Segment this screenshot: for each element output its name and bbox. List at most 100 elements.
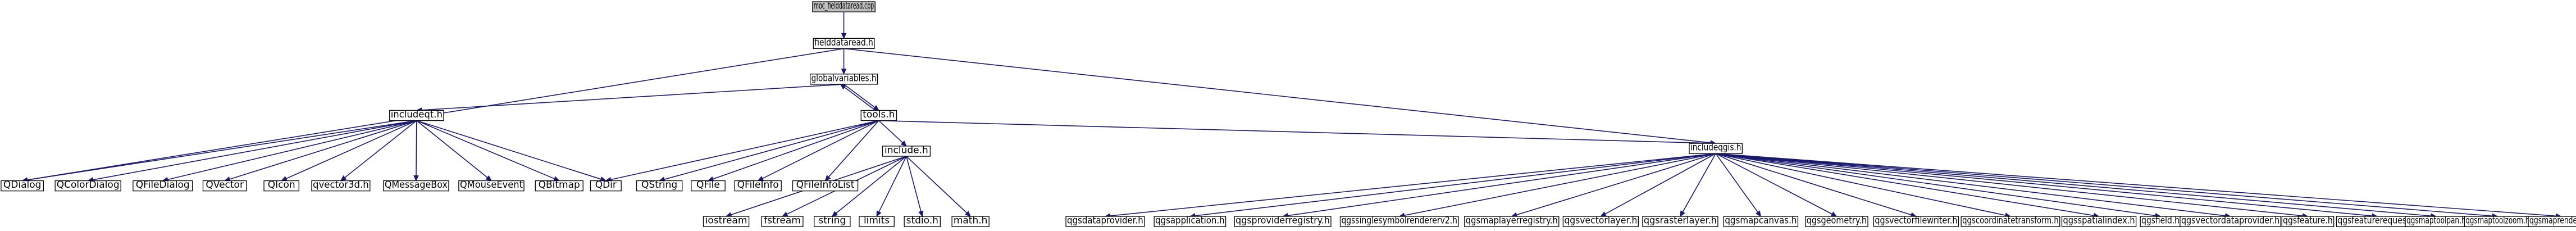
node-q19[interactable]: qgsmaprenderer.h (2528, 215, 2576, 227)
node-box (2180, 216, 2281, 227)
node-iqt[interactable]: includeqt.h (389, 109, 444, 121)
edge-fdr-to-gv (841, 48, 847, 75)
edge-line (610, 120, 879, 180)
node-label: limits (864, 215, 890, 227)
edge-line (664, 120, 879, 180)
node-label: qvector3d.h (313, 179, 369, 191)
node-label: qgsmaptoolpan.h (2406, 215, 2465, 227)
node-q9[interactable]: qgsgeometry.h (1805, 215, 1868, 227)
edge-line (1194, 153, 1716, 216)
edge-line (906, 156, 922, 212)
node-gv[interactable]: globalvariables.h (809, 73, 878, 85)
node-q3[interactable]: qgsproviderregistry.h (1234, 215, 1332, 227)
node-string[interactable]: string (814, 215, 851, 227)
node-q15[interactable]: qgsfeature.h (2281, 215, 2335, 227)
node-q4[interactable]: qgssinglesymbolrendererv2.h (1339, 215, 1459, 227)
edge-tools-to-QFileInfoList (824, 120, 879, 182)
node-q17[interactable]: qgsmaptoolpan.h (2405, 215, 2468, 227)
node-box (2528, 216, 2576, 227)
edge-line (836, 156, 907, 214)
node-box (458, 180, 525, 192)
node-limits[interactable]: limits (859, 215, 895, 227)
edge-line (416, 120, 417, 176)
node-QFileInfo[interactable]: QFileInfo (734, 179, 782, 192)
edge-iqt-to-qvector3d (340, 120, 417, 182)
node-box (1, 180, 44, 192)
edge-line (229, 120, 417, 180)
edge-line (27, 120, 417, 180)
node-moc[interactable]: moc_fielddataread.cpp (812, 1, 876, 12)
node-box (590, 180, 622, 192)
node-q10[interactable]: qgsvectorfilewriter.h (1873, 215, 1959, 227)
node-fstream[interactable]: fstream (761, 215, 804, 227)
node-box (1464, 216, 1560, 227)
node-QDir[interactable]: QDir (590, 179, 622, 192)
node-QBitmap[interactable]: QBitmap (535, 179, 583, 192)
node-q8[interactable]: qgsmapcanvas.h (1723, 215, 1799, 227)
edge-gv-to-tools (844, 84, 879, 111)
node-box (813, 38, 875, 49)
edge-arrowhead (900, 140, 907, 147)
node-QFileDialog[interactable]: QFileDialog (133, 179, 193, 192)
node-label: qgsvectordataprovider.h (2181, 215, 2279, 227)
node-q12[interactable]: qgsspatialindex.h (2061, 215, 2137, 227)
node-box (389, 110, 444, 121)
node-QColorDialog[interactable]: QColorDialog (54, 179, 121, 192)
node-iostream[interactable]: iostream (703, 215, 750, 227)
node-math[interactable]: math.h (951, 215, 990, 227)
edge-tools-to-include (878, 120, 907, 147)
node-label: QDir (595, 179, 617, 191)
node-stdio[interactable]: stdio.h (904, 215, 941, 227)
edge-include-to-string (831, 156, 907, 217)
node-label: qgsfield.h (2141, 215, 2180, 227)
node-qgis[interactable]: includeqgis.h (1689, 142, 1743, 154)
node-q1[interactable]: qgsdataprovider.h (1065, 215, 1145, 227)
node-box (812, 1, 876, 12)
node-box (311, 180, 371, 192)
node-box (535, 180, 583, 192)
edge-line (1716, 153, 2373, 216)
node-q6[interactable]: qgsvectorlayer.h (1562, 215, 1639, 227)
node-q11[interactable]: qgscoordinatetransform.h (1961, 215, 2060, 227)
node-QDialog[interactable]: QDialog (1, 179, 44, 192)
node-box (1234, 216, 1332, 227)
node-box (2281, 216, 2335, 227)
graph-edges (21, 12, 2562, 219)
edge-line (416, 120, 601, 180)
edge-line (416, 120, 488, 178)
node-q14[interactable]: qgsvectordataprovider.h (2180, 215, 2281, 227)
node-fdr[interactable]: fielddataread.h (813, 37, 875, 49)
node-label: stdio.h (906, 215, 938, 227)
node-q16[interactable]: qgsfeaturerequest.h (2336, 215, 2419, 227)
node-box (859, 216, 895, 227)
node-QFile[interactable]: QFile (691, 179, 726, 192)
node-qvector3d[interactable]: qvector3d.h (311, 179, 371, 192)
node-q7[interactable]: qgsrasterlayer.h (1642, 215, 1718, 227)
edge-line (844, 48, 1711, 143)
node-include[interactable]: include.h (882, 144, 931, 157)
node-QVector[interactable]: QVector (202, 179, 247, 192)
node-q2[interactable]: qgsapplication.h (1153, 215, 1227, 227)
node-label: QColorDialog (57, 179, 120, 191)
node-label: qgsgeometry.h (1807, 215, 1867, 227)
node-box (636, 180, 683, 192)
edge-include-to-limits (876, 156, 907, 218)
node-QMessageBox[interactable]: QMessageBox (383, 179, 449, 192)
node-QFileInfoList[interactable]: QFileInfoList (792, 179, 859, 192)
edge-line (167, 120, 417, 180)
node-q18[interactable]: qgsmaptoolzoom.h (2464, 215, 2531, 227)
node-q5[interactable]: qgsmaplayerregistry.h (1464, 215, 1560, 227)
edge-tools-to-gv (840, 84, 876, 111)
node-QString[interactable]: QString (636, 179, 683, 192)
node-QIcon[interactable]: QIcon (263, 179, 299, 192)
node-q13[interactable]: qgsfield.h (2140, 215, 2181, 227)
edge-moc-to-fdr (841, 12, 847, 39)
node-tools[interactable]: tools.h (860, 109, 897, 121)
edge-line (421, 84, 844, 111)
edge-iqt-to-QMessageBox (413, 120, 419, 182)
node-label: QFileInfoList (796, 179, 855, 191)
node-box (1339, 216, 1459, 227)
node-QMouseEvent[interactable]: QMouseEvent (458, 179, 525, 192)
edge-line (1287, 153, 1716, 216)
node-label: includeqt.h (391, 109, 443, 120)
